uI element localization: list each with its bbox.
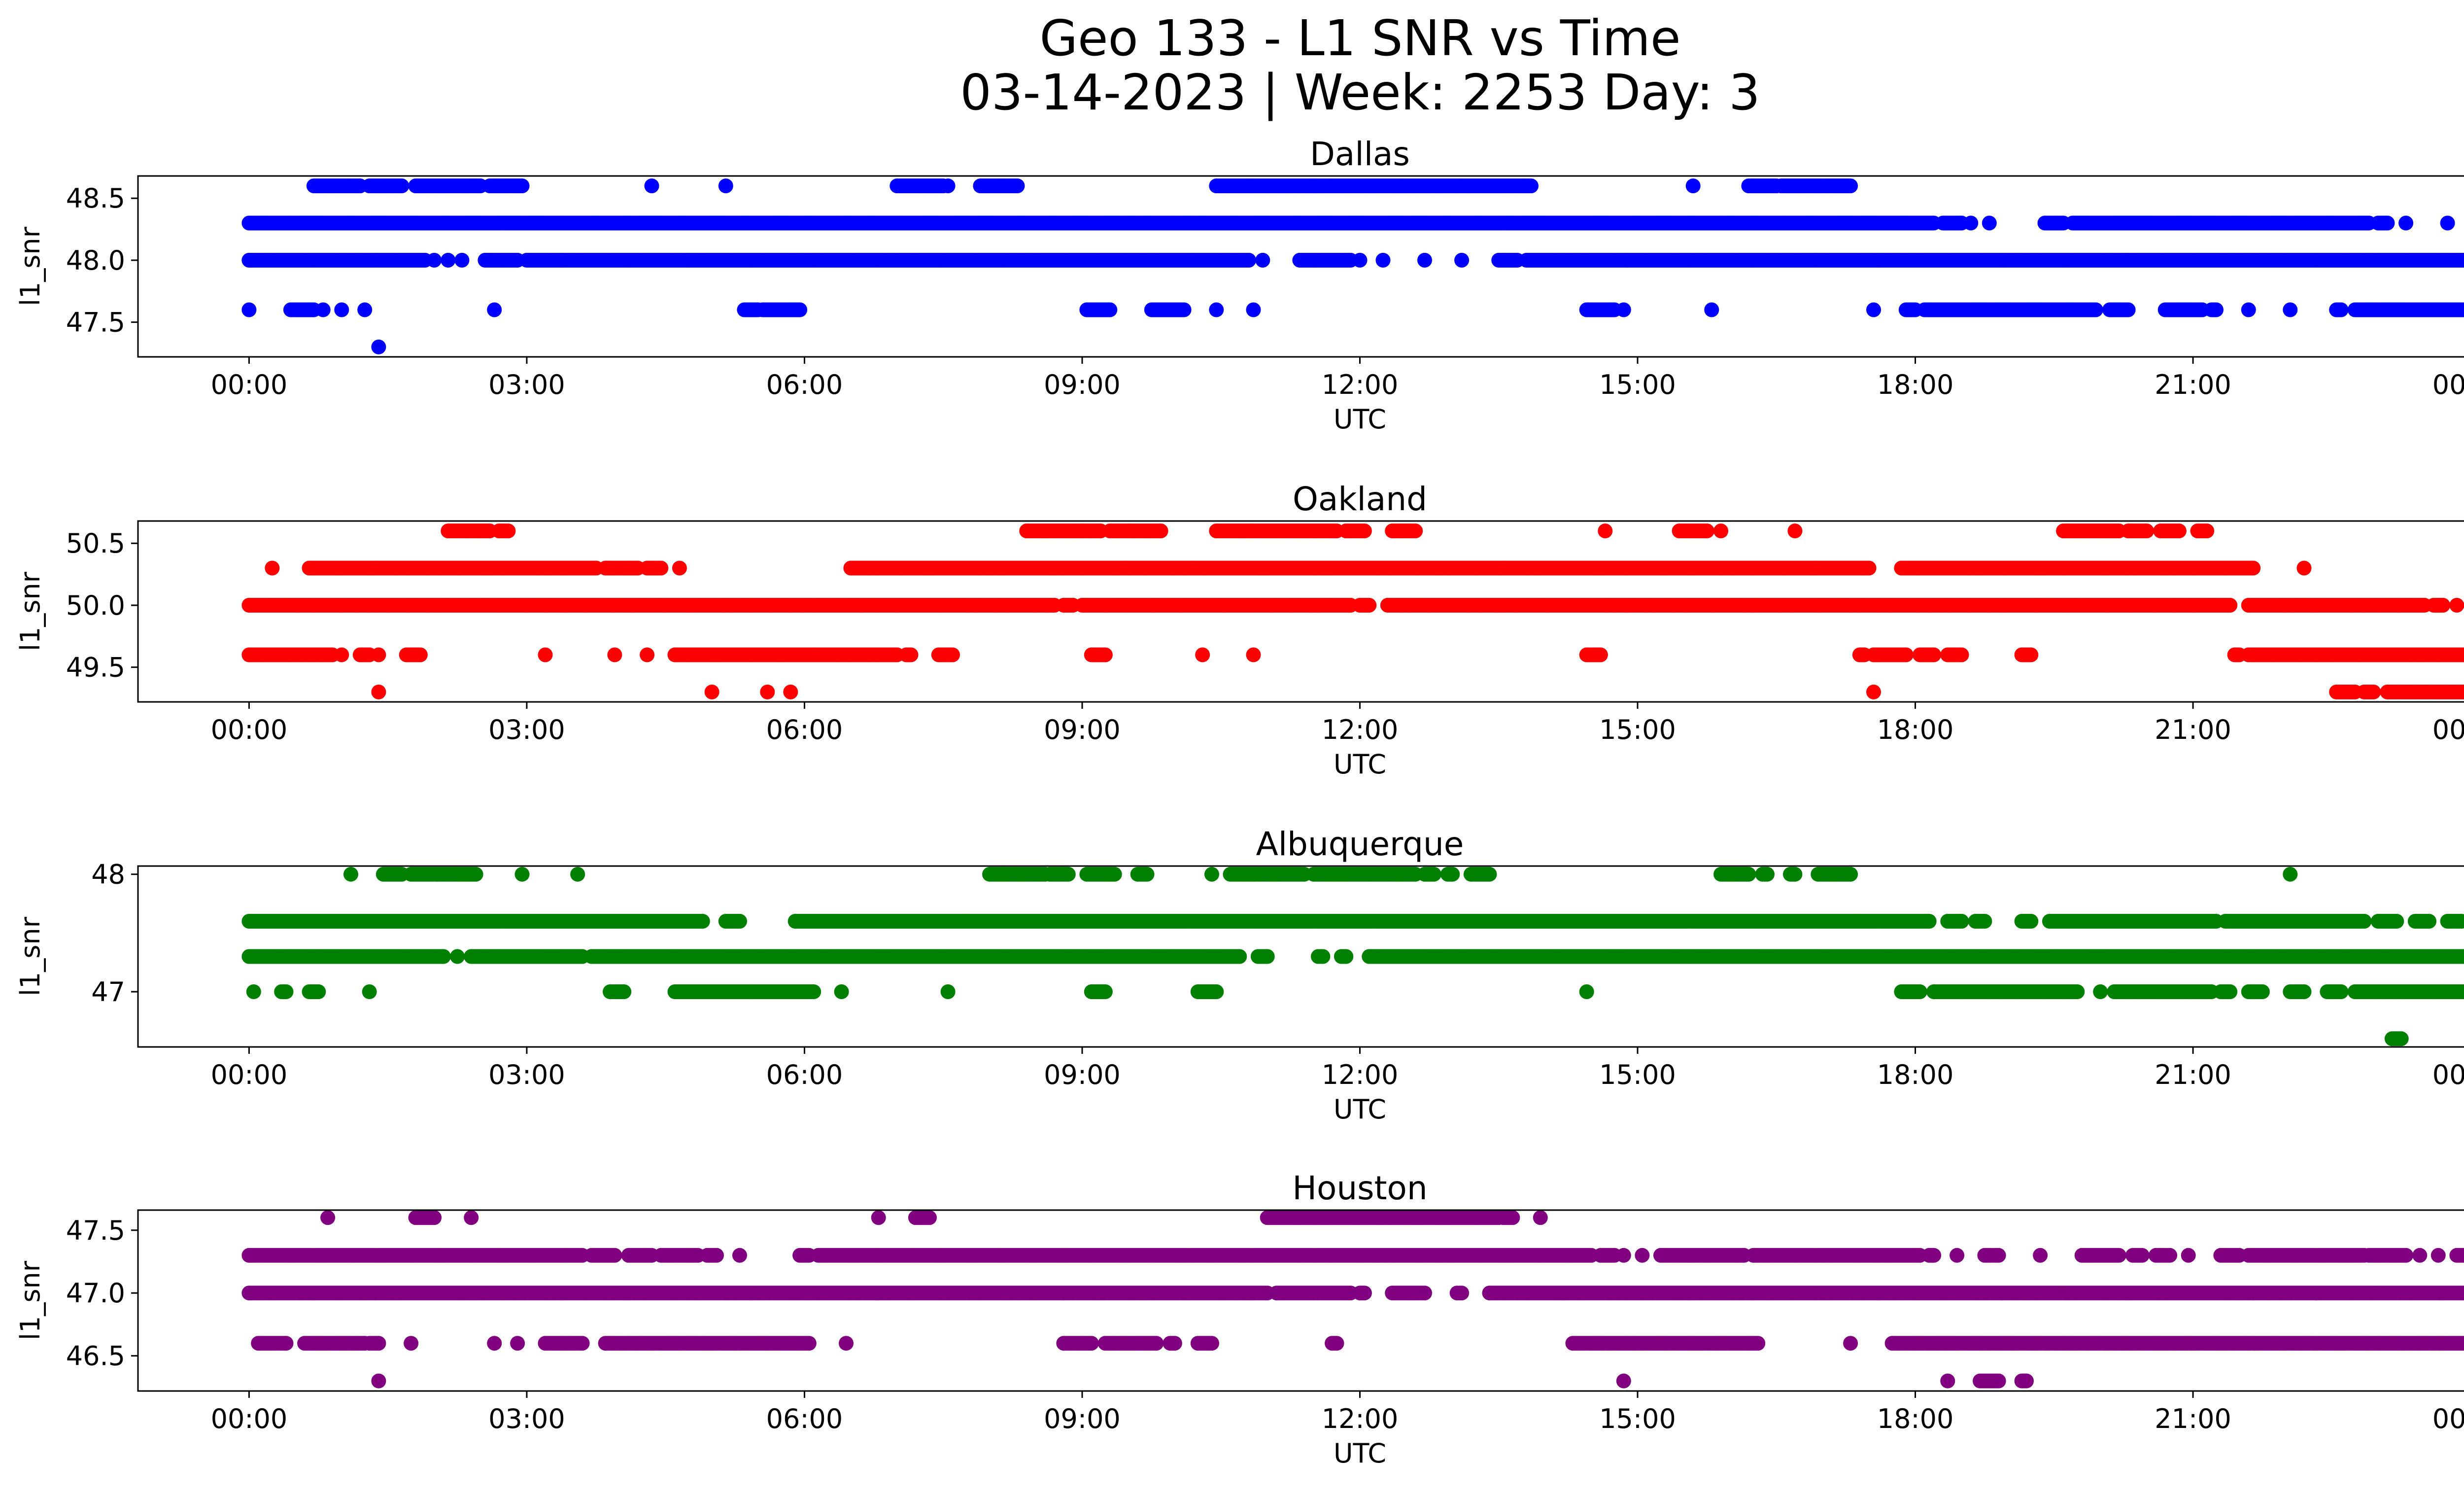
- data-point: [315, 302, 331, 317]
- data-point: [334, 302, 349, 317]
- x-tick-label: 03:00: [488, 369, 565, 400]
- figure-title: Geo 133 - L1 SNR vs Time: [1040, 9, 1681, 67]
- y-tick-label: 47.5: [66, 307, 125, 338]
- data-point: [1241, 252, 1257, 268]
- data-point: [1699, 523, 1714, 539]
- data-point: [2246, 560, 2261, 576]
- data-point: [357, 302, 373, 317]
- data-point: [2380, 215, 2395, 231]
- data-point: [1524, 178, 1539, 194]
- data-point: [2461, 304, 2464, 315]
- data-point: [454, 252, 470, 268]
- x-tick-label: 18:00: [1877, 369, 1954, 400]
- panels: Dallas 00:00 03:00 06:00 09:00 12:00 15:00 18:0…: [15, 135, 2464, 1469]
- data-point: [487, 302, 502, 317]
- data-point: [1010, 178, 1025, 194]
- data-point: [1713, 523, 1729, 539]
- data-point: [2121, 302, 2136, 317]
- data-point: [1454, 252, 1470, 268]
- data-point: [718, 178, 733, 194]
- x-tick-label: 15:00: [1599, 369, 1676, 400]
- data-point: [265, 560, 280, 576]
- data-point: [1255, 252, 1270, 268]
- x-tick-label: 00:00: [2432, 369, 2464, 400]
- x-tick-label: 21:00: [2155, 369, 2231, 400]
- data-point: [2398, 215, 2414, 231]
- data-point: [1357, 523, 1372, 539]
- data-point: [241, 302, 257, 317]
- panel-title: Oakland: [1293, 480, 1427, 518]
- data-point: [2440, 215, 2455, 231]
- data-point: [501, 523, 516, 539]
- y-tick-label: 48.5: [66, 183, 125, 214]
- x-tick-label: 06:00: [766, 369, 843, 400]
- data-point: [1176, 302, 1192, 317]
- data-point: [2199, 523, 2215, 539]
- data-point: [1246, 302, 1261, 317]
- data-point: [1153, 523, 1168, 539]
- data-point: [514, 178, 530, 194]
- x-tick-label: 12:00: [1322, 369, 1399, 400]
- data-point: [1787, 523, 1803, 539]
- data-point: [2088, 302, 2103, 317]
- y-axis-label: l1_snr: [15, 226, 46, 306]
- data-point: [792, 302, 808, 317]
- y-tick-label: 48.0: [66, 245, 125, 276]
- data-point: [1375, 252, 1391, 268]
- data-point: [1704, 302, 1719, 317]
- data-point: [2296, 560, 2312, 576]
- x-tick-label: 00:00: [211, 369, 288, 400]
- data-point: [1352, 252, 1368, 268]
- data-point: [2171, 523, 2187, 539]
- data-point: [1843, 178, 1858, 194]
- panel-title: Dallas: [1310, 135, 1410, 173]
- data-point: [940, 178, 956, 194]
- data-point: [1866, 302, 1881, 317]
- x-axis-label: UTC: [1334, 404, 1386, 435]
- data-point: [1362, 597, 1377, 613]
- data-point: [2283, 302, 2298, 317]
- data-point: [1616, 302, 1631, 317]
- data-point: [441, 252, 456, 268]
- scatter-series-dallas: [241, 178, 2464, 354]
- data-point: [371, 339, 386, 354]
- data-point: [1598, 523, 1613, 539]
- data-point: [2333, 302, 2349, 317]
- data-point: [1861, 560, 1877, 576]
- data-point: [672, 560, 687, 576]
- data-point: [2209, 302, 2224, 317]
- x-tick-label: 09:00: [1044, 369, 1121, 400]
- data-point: [1417, 252, 1432, 268]
- data-point: [427, 252, 442, 268]
- data-point: [644, 178, 659, 194]
- data-point: [2461, 254, 2464, 266]
- data-point: [1209, 302, 1224, 317]
- data-point: [2139, 523, 2155, 539]
- data-point: [394, 178, 410, 194]
- scatter-series-oakland: [241, 523, 2464, 699]
- figure-subtitle: 03-14-2023 | Week: 2253 Day: 3: [960, 64, 1760, 121]
- data-point: [1408, 523, 1423, 539]
- data-point: [653, 560, 669, 576]
- data-point: [1982, 215, 1997, 231]
- data-point: [1685, 178, 1701, 194]
- panel-dallas: Dallas 00:00 03:00 06:00 09:00 12:00 15:00 18:0…: [15, 135, 2464, 435]
- data-point: [1102, 302, 1118, 317]
- data-point: [1963, 215, 1979, 231]
- data-point: [2241, 302, 2256, 317]
